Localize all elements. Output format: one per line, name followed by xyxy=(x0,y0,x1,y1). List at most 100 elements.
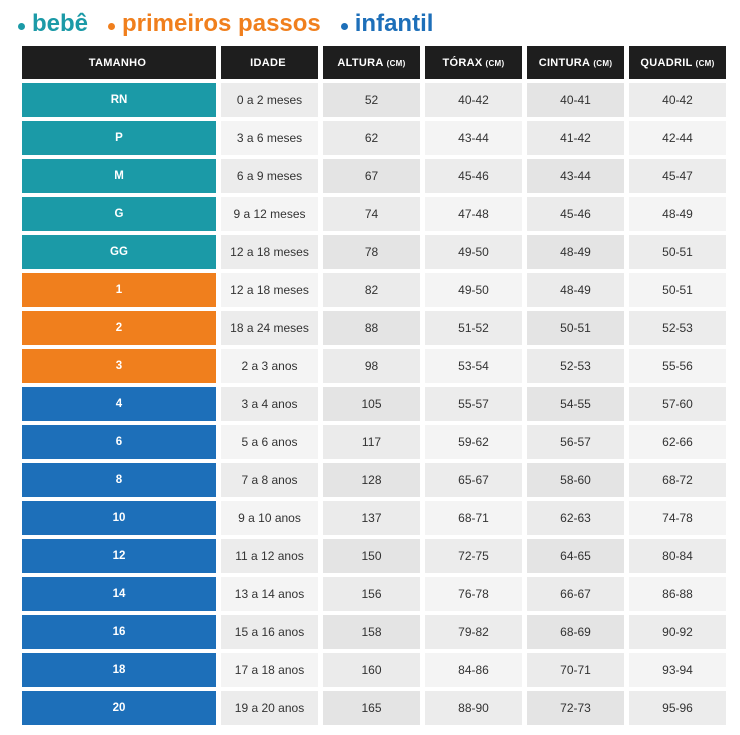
table-body: RN 0 a 2 meses 52 40-42 40-41 40-42 P 3 a 6 mes… xyxy=(22,83,726,725)
waist-cell: 40-41 xyxy=(527,83,624,117)
height-cell: 117 xyxy=(323,425,420,459)
waist-cell: 56-57 xyxy=(527,425,624,459)
chest-cell: 43-44 xyxy=(425,121,522,155)
size-legend: bebê primeiros passos infantil xyxy=(18,8,433,40)
age-cell: 5 a 6 anos xyxy=(221,425,318,459)
chest-cell: 49-50 xyxy=(425,273,522,307)
table-row: 16 15 a 16 anos 158 79-82 68-69 90-92 xyxy=(22,615,726,649)
height-cell: 137 xyxy=(323,501,420,535)
chest-cell: 72-75 xyxy=(425,539,522,573)
header-label: ALTURA xyxy=(337,56,384,69)
legend-label: infantil xyxy=(354,10,434,37)
age-cell: 6 a 9 meses xyxy=(221,159,318,193)
legend-label: bebê xyxy=(32,10,89,37)
height-cell: 160 xyxy=(323,653,420,687)
size-cell: 12 xyxy=(22,539,216,573)
waist-cell: 45-46 xyxy=(527,197,624,231)
age-cell: 12 a 18 meses xyxy=(221,235,318,269)
size-cell: 10 xyxy=(22,501,216,535)
size-cell: 20 xyxy=(22,691,216,725)
waist-cell: 62-63 xyxy=(527,501,624,535)
hip-cell: 50-51 xyxy=(629,273,726,307)
header-label: CINTURA xyxy=(538,56,591,69)
table-header-row: TAMANHO IDADE ALTURA (CM) TÓRAX (CM) CINTU… xyxy=(22,46,726,79)
hip-cell: 86-88 xyxy=(629,577,726,611)
size-cell: 2 xyxy=(22,311,216,345)
hip-cell: 40-42 xyxy=(629,83,726,117)
size-cell: 8 xyxy=(22,463,216,497)
bullet-icon xyxy=(108,22,116,30)
hip-cell: 55-56 xyxy=(629,349,726,383)
size-cell: 18 xyxy=(22,653,216,687)
bullet-icon xyxy=(18,22,25,30)
age-cell: 18 a 24 meses xyxy=(221,311,318,345)
hip-cell: 74-78 xyxy=(629,501,726,535)
age-cell: 3 a 6 meses xyxy=(221,121,318,155)
chest-cell: 51-52 xyxy=(425,311,522,345)
chest-cell: 45-46 xyxy=(425,159,522,193)
header-torax: TÓRAX (CM) xyxy=(425,46,522,79)
hip-cell: 57-60 xyxy=(629,387,726,421)
header-label: IDADE xyxy=(250,56,286,69)
hip-cell: 80-84 xyxy=(629,539,726,573)
bullet-icon xyxy=(340,22,348,30)
height-cell: 150 xyxy=(323,539,420,573)
hip-cell: 50-51 xyxy=(629,235,726,269)
chest-cell: 65-67 xyxy=(425,463,522,497)
legend-label: primeiros passos xyxy=(122,10,321,37)
table-row: RN 0 a 2 meses 52 40-42 40-41 40-42 xyxy=(22,83,726,117)
legend-item-bebe: bebê xyxy=(18,10,88,38)
size-cell: GG xyxy=(22,235,216,269)
hip-cell: 45-47 xyxy=(629,159,726,193)
header-idade: IDADE xyxy=(221,46,318,79)
size-cell: 16 xyxy=(22,615,216,649)
waist-cell: 72-73 xyxy=(527,691,624,725)
header-unit: (CM) xyxy=(386,58,406,68)
height-cell: 98 xyxy=(323,349,420,383)
table-row: 18 17 a 18 anos 160 84-86 70-71 93-94 xyxy=(22,653,726,687)
hip-cell: 90-92 xyxy=(629,615,726,649)
waist-cell: 52-53 xyxy=(527,349,624,383)
chest-cell: 88-90 xyxy=(425,691,522,725)
age-cell: 7 a 8 anos xyxy=(221,463,318,497)
hip-cell: 93-94 xyxy=(629,653,726,687)
chest-cell: 76-78 xyxy=(425,577,522,611)
height-cell: 52 xyxy=(323,83,420,117)
size-cell: 3 xyxy=(22,349,216,383)
age-cell: 9 a 10 anos xyxy=(221,501,318,535)
chest-cell: 68-71 xyxy=(425,501,522,535)
waist-cell: 68-69 xyxy=(527,615,624,649)
waist-cell: 48-49 xyxy=(527,273,624,307)
chest-cell: 84-86 xyxy=(425,653,522,687)
height-cell: 62 xyxy=(323,121,420,155)
header-altura: ALTURA (CM) xyxy=(323,46,420,79)
size-cell: 1 xyxy=(22,273,216,307)
height-cell: 78 xyxy=(323,235,420,269)
chest-cell: 59-62 xyxy=(425,425,522,459)
hip-cell: 42-44 xyxy=(629,121,726,155)
age-cell: 9 a 12 meses xyxy=(221,197,318,231)
height-cell: 156 xyxy=(323,577,420,611)
hip-cell: 62-66 xyxy=(629,425,726,459)
header-tamanho: TAMANHO xyxy=(22,46,216,79)
size-cell: P xyxy=(22,121,216,155)
size-chart-table: TAMANHO IDADE ALTURA (CM) TÓRAX (CM) CINTU… xyxy=(17,42,731,729)
size-cell: RN xyxy=(22,83,216,117)
age-cell: 11 a 12 anos xyxy=(221,539,318,573)
legend-item-primeiros-passos: primeiros passos xyxy=(108,10,321,38)
age-cell: 15 a 16 anos xyxy=(221,615,318,649)
chest-cell: 40-42 xyxy=(425,83,522,117)
age-cell: 2 a 3 anos xyxy=(221,349,318,383)
age-cell: 0 a 2 meses xyxy=(221,83,318,117)
header-unit: (CM) xyxy=(593,58,613,68)
size-cell: 6 xyxy=(22,425,216,459)
header-label: TÓRAX xyxy=(442,56,483,69)
height-cell: 158 xyxy=(323,615,420,649)
header-unit: (CM) xyxy=(485,58,505,68)
